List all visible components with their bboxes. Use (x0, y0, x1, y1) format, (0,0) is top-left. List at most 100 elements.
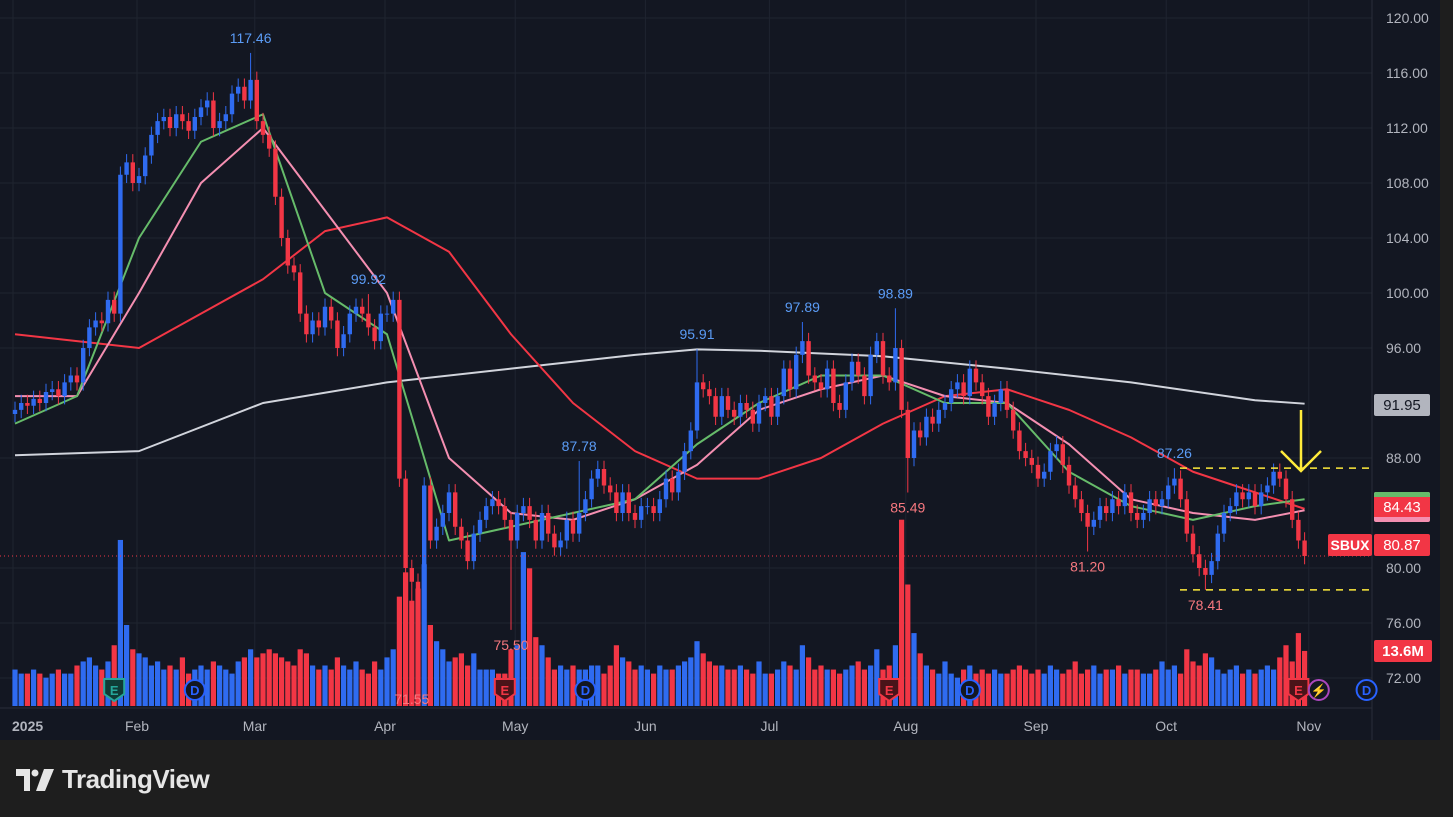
time-axis-label: Sep (1024, 718, 1049, 734)
chart-canvas[interactable]: 117.46 99.92 87.78 95.91 97.89 98.89 87.26 71.5… (0, 0, 1440, 740)
volume-bar (446, 661, 452, 706)
candle-body (837, 403, 842, 410)
event-badge-shape (493, 678, 516, 703)
volume-bar (297, 649, 303, 706)
candle-body (552, 533, 557, 548)
candle-body (229, 93, 235, 115)
volume-bar (359, 669, 365, 706)
volume-bar (1066, 669, 1072, 706)
event-earnings-icon[interactable]: E (103, 678, 126, 703)
candle-body (663, 478, 669, 500)
volume-bar (458, 653, 464, 706)
event-split-icon[interactable]: ⚡ (1307, 679, 1330, 701)
price-axis-label: 104.00 (1386, 230, 1429, 246)
volume-bar (979, 669, 985, 706)
volume-bar (762, 673, 768, 706)
candle-body (316, 320, 321, 328)
candle-body (68, 375, 73, 383)
candle-body (1190, 533, 1196, 555)
volume-bar (1159, 661, 1165, 706)
event-label: E (1294, 683, 1303, 698)
candle-body (496, 499, 501, 507)
ma-fast-badge (1374, 492, 1430, 498)
event-dividend-icon[interactable]: D (958, 679, 981, 701)
volume-bar (1227, 669, 1233, 706)
volume-bar (452, 657, 458, 706)
event-earnings-icon[interactable]: E (493, 678, 516, 703)
candle-body (1153, 499, 1158, 507)
candle-body (719, 396, 724, 417)
candle-body (701, 382, 706, 390)
candle-body (942, 403, 948, 410)
volume-bar (1140, 673, 1146, 706)
volume-bar (1085, 669, 1091, 706)
volume-bar (291, 665, 297, 706)
volume-bar (322, 665, 328, 706)
candle-body (353, 306, 359, 314)
volume-bar (713, 665, 719, 706)
candle-body (707, 389, 712, 397)
candle-body (19, 403, 24, 410)
volume-bar (905, 584, 911, 706)
candle-body (502, 506, 507, 520)
candle-body (267, 134, 272, 149)
event-earnings-icon[interactable]: E (878, 678, 901, 703)
volume-bar (62, 673, 68, 706)
volume-bar (725, 669, 731, 706)
candle-body (217, 121, 222, 128)
candle-body (384, 313, 390, 315)
time-axis-label: May (502, 718, 528, 734)
candle-body (930, 416, 935, 424)
candle-body (849, 361, 855, 383)
event-earnings-icon[interactable]: E (1287, 678, 1310, 703)
volume-bar (1184, 649, 1190, 706)
event-badge-shape (1287, 678, 1310, 703)
event-dividend-icon[interactable]: D (1355, 679, 1378, 701)
volume-bar (874, 649, 880, 706)
price-chart[interactable]: 117.46 99.92 87.78 95.91 97.89 98.89 87.26 71.5… (0, 0, 1440, 740)
candle-body (694, 382, 700, 431)
candle-body (43, 392, 49, 403)
event-dividend-icon[interactable]: D (183, 679, 206, 701)
candle-body (1159, 499, 1165, 507)
candle-body (1104, 506, 1109, 513)
volume-bar (651, 673, 657, 706)
volume-bar (1122, 673, 1128, 706)
candle-body (1023, 451, 1028, 458)
candle-body (1085, 513, 1090, 527)
candle-body (347, 313, 352, 335)
high-price-label: 87.26 (1157, 445, 1192, 461)
volume-bar (1047, 665, 1053, 706)
volume-bar (279, 657, 285, 706)
volume-bar (328, 669, 334, 706)
candle-body (899, 348, 904, 410)
volume-bar (217, 665, 223, 706)
candle-body (99, 320, 104, 324)
candle-body (874, 341, 879, 355)
volume-bar (1165, 669, 1171, 706)
candle-body (887, 375, 892, 383)
volume-bar (1209, 657, 1215, 706)
candle-body (329, 306, 334, 321)
volume-bar (558, 665, 564, 706)
volume-bar (390, 649, 396, 706)
volume-bar (471, 653, 477, 706)
candle-body (1128, 492, 1134, 513)
event-badge-shape (1355, 679, 1378, 701)
volume-bar (74, 665, 80, 706)
candle-body (459, 526, 464, 541)
price-axis-label: 108.00 (1386, 175, 1429, 191)
candle-body (118, 174, 123, 314)
candle-body (546, 513, 551, 534)
candle-body (391, 299, 396, 314)
candle-body (856, 361, 861, 376)
volume-bar (899, 519, 905, 706)
candle-body (732, 409, 737, 417)
candle-body (285, 238, 290, 266)
tradingview-logo[interactable]: TradingView (16, 764, 210, 795)
volume-bar (248, 649, 254, 706)
candle-body (471, 533, 476, 562)
event-dividend-icon[interactable]: D (574, 679, 597, 701)
volume-bar (1004, 673, 1010, 706)
volume-bar (719, 665, 725, 706)
